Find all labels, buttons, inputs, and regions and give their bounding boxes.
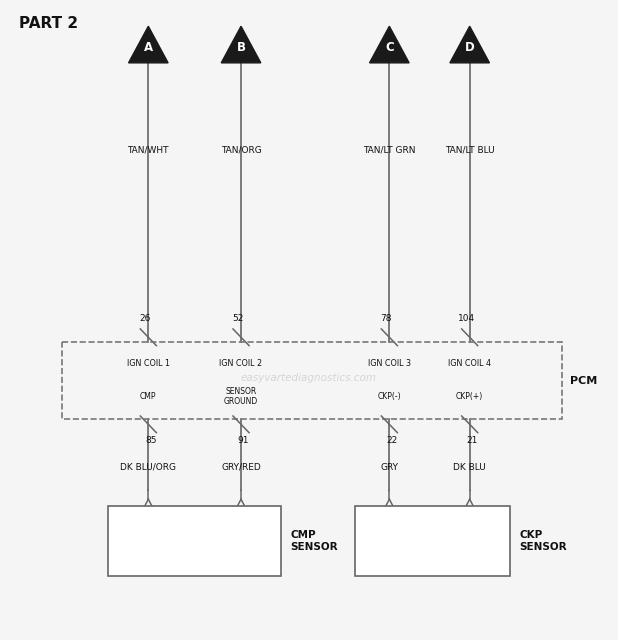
Text: DK BLU/ORG: DK BLU/ORG — [121, 463, 176, 472]
Text: 78: 78 — [381, 314, 392, 323]
Text: TAN/LT BLU: TAN/LT BLU — [445, 146, 494, 155]
Text: 22: 22 — [386, 436, 397, 445]
Text: CMP: CMP — [140, 392, 156, 401]
Polygon shape — [370, 26, 409, 63]
Text: DK BLU: DK BLU — [454, 463, 486, 472]
Text: easyvartediagnostics.com: easyvartediagnostics.com — [241, 372, 377, 383]
Text: 52: 52 — [232, 314, 243, 323]
Text: IGN COIL 1: IGN COIL 1 — [127, 360, 170, 369]
Text: GRY: GRY — [380, 463, 399, 472]
Text: IGN COIL 3: IGN COIL 3 — [368, 360, 411, 369]
Text: D: D — [465, 41, 475, 54]
Text: CKP(-): CKP(-) — [378, 392, 401, 401]
Text: 91: 91 — [238, 436, 249, 445]
Polygon shape — [129, 26, 168, 63]
Text: TAN/LT GRN: TAN/LT GRN — [363, 146, 415, 155]
Bar — [355, 506, 510, 576]
Text: C: C — [385, 41, 394, 54]
Polygon shape — [450, 26, 489, 63]
Text: GRY/RED: GRY/RED — [221, 463, 261, 472]
Polygon shape — [221, 26, 261, 63]
Text: B: B — [237, 41, 245, 54]
Text: IGN COIL 2: IGN COIL 2 — [219, 360, 263, 369]
Text: TAN/WHT: TAN/WHT — [127, 146, 169, 155]
Bar — [108, 506, 281, 576]
Text: PCM: PCM — [570, 376, 597, 386]
Text: CKP
SENSOR: CKP SENSOR — [519, 529, 567, 552]
Text: 85: 85 — [145, 436, 156, 445]
Text: A: A — [144, 41, 153, 54]
Text: PART 2: PART 2 — [19, 16, 78, 31]
Text: 104: 104 — [458, 314, 475, 323]
Text: CMP
SENSOR: CMP SENSOR — [290, 529, 338, 552]
Text: 21: 21 — [467, 436, 478, 445]
Text: SENSOR
GROUND: SENSOR GROUND — [224, 387, 258, 406]
Text: IGN COIL 4: IGN COIL 4 — [448, 360, 491, 369]
Text: 26: 26 — [140, 314, 151, 323]
Bar — [62, 342, 562, 419]
Text: TAN/ORG: TAN/ORG — [221, 146, 261, 155]
Text: CKP(+): CKP(+) — [456, 392, 483, 401]
